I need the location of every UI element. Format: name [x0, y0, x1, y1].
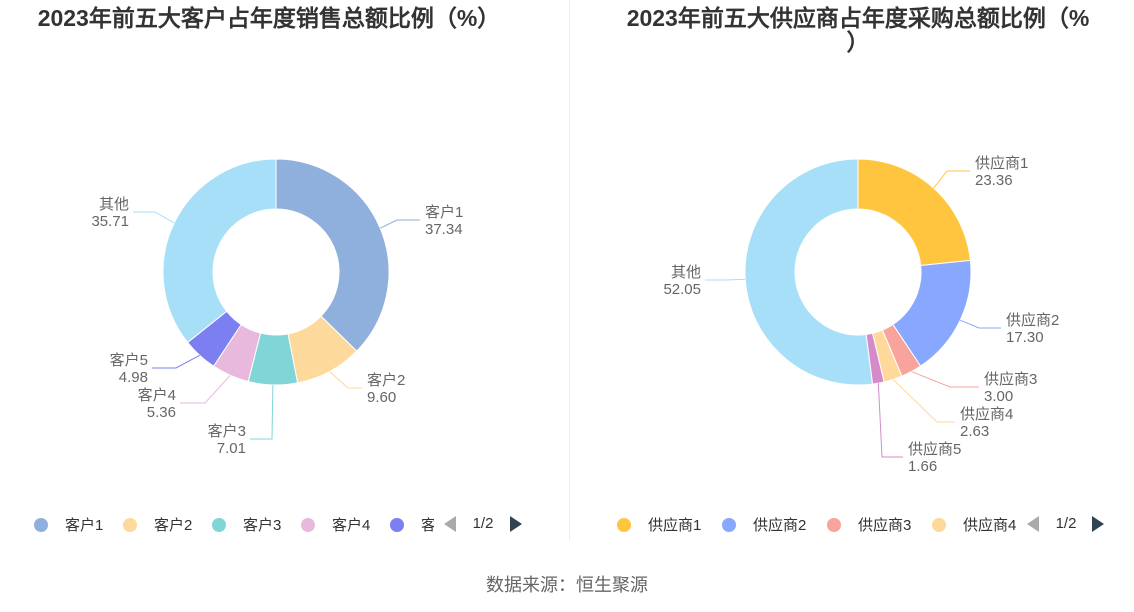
slice-label-name: 供应商2	[1006, 311, 1059, 329]
slice-label-name: 供应商1	[975, 154, 1028, 172]
slice-label-name: 客户2	[367, 372, 405, 389]
legend-item[interactable]: 供应商2	[722, 514, 827, 535]
slice-label-value: 23.36	[975, 172, 1013, 189]
slice-label: 供应商5 1.66	[908, 440, 961, 475]
slice-label: 客户5 4.98	[110, 352, 148, 386]
legend-item[interactable]: 客户3	[212, 514, 301, 535]
legend-label: 供应商2	[753, 517, 807, 534]
slice-label-value: 17.30	[1006, 329, 1044, 346]
slice-label: 其他 35.71	[91, 196, 129, 230]
slice-label-name: 客户3	[208, 423, 246, 440]
slice-leader-line	[152, 354, 200, 369]
slice-label: 供应商2 17.30	[1006, 311, 1059, 346]
legend-circle-icon	[34, 517, 48, 532]
chart-divider	[569, 0, 570, 540]
legend-item[interactable]: 客户2	[123, 514, 212, 535]
slice-label-value: 52.05	[663, 281, 701, 298]
legend-label: 客户2	[154, 517, 193, 534]
legend-suppliers: 供应商1 供应商2 供应商3 供应商4	[617, 514, 1017, 535]
legend-circle-icon	[123, 517, 137, 532]
donut-chart	[162, 158, 390, 386]
legend-item[interactable]: 供应商1	[617, 514, 722, 535]
slice-label-value: 5.36	[147, 404, 176, 421]
slice-label-value: 35.71	[91, 213, 129, 230]
slice-label: 供应商3 3.00	[984, 370, 1037, 405]
chart-title-suppliers: 2023年前五大供应商占年度采购总额比例（%）	[626, 5, 1090, 55]
slice-leader-line	[180, 374, 231, 404]
legend-item[interactable]: 客户5	[390, 514, 434, 535]
slice-label-name: 供应商3	[984, 370, 1037, 388]
slice-leader-line	[379, 219, 420, 229]
slice-label: 供应商4 2.63	[960, 405, 1013, 440]
legend-label: 供应商4	[963, 517, 1017, 534]
legend-circle-icon	[827, 517, 841, 532]
slice-label-name: 其他	[99, 196, 129, 213]
legend-circle-icon	[212, 517, 226, 532]
slice-label-value: 1.66	[908, 458, 937, 475]
legend-label: 供应商3	[858, 517, 912, 534]
slice-label: 客户2 9.60	[367, 372, 405, 406]
slice-label-name: 客户4	[138, 387, 176, 404]
legend-item[interactable]: 客户4	[301, 514, 390, 535]
legend-circle-icon	[301, 517, 315, 532]
legend-item[interactable]: 客户1	[34, 514, 123, 535]
slice-label-value: 4.98	[119, 369, 148, 386]
legend-circle-icon	[722, 517, 736, 532]
slice-leader-line	[960, 319, 1001, 329]
legend-page-indicator: 1/2	[472, 515, 494, 532]
slice-leader-line	[911, 371, 979, 388]
legend-next-page-button[interactable]	[510, 516, 522, 532]
legend-item[interactable]: 供应商4	[932, 514, 1017, 535]
slice-label-value: 9.60	[367, 389, 396, 406]
legend-circle-icon	[617, 517, 631, 532]
slice-label-value: 7.01	[217, 440, 246, 457]
legend-page-indicator: 1/2	[1055, 515, 1077, 532]
slice-label-name: 客户1	[425, 204, 463, 221]
legend-customers: 客户1 客户2 客户3 客户4 客户5	[34, 514, 434, 535]
slice-leader-line	[933, 170, 970, 189]
donut-slice[interactable]	[162, 158, 277, 344]
data-source-note: 数据来源：恒生聚源	[486, 575, 648, 595]
donut-slice[interactable]	[744, 158, 874, 386]
slice-label-name: 供应商4	[960, 405, 1013, 423]
donut-chart	[744, 158, 972, 386]
slice-label-name: 其他	[671, 264, 701, 281]
legend-prev-page-button[interactable]	[444, 516, 456, 532]
chart-title-customers: 2023年前五大客户占年度销售总额比例（%）	[37, 5, 501, 31]
slice-label-name: 客户5	[110, 352, 148, 369]
slice-label: 客户3 7.01	[208, 423, 246, 457]
legend-label: 供应商1	[648, 517, 702, 534]
donut-slice[interactable]	[275, 158, 390, 352]
slice-leader-line	[892, 379, 955, 423]
slice-leader-line	[250, 384, 274, 440]
slice-label: 供应商1 23.36	[975, 154, 1028, 189]
legend-item[interactable]: 供应商3	[827, 514, 932, 535]
legend-label: 客户3	[243, 517, 282, 534]
slice-label-value: 37.34	[425, 221, 463, 238]
legend-prev-page-button[interactable]	[1027, 516, 1039, 532]
slice-leader-line	[133, 211, 175, 224]
slice-label-name: 供应商5	[908, 440, 961, 458]
legend-next-page-button[interactable]	[1092, 516, 1104, 532]
slice-label: 客户4 5.36	[138, 387, 176, 421]
legend-label: 客户5	[421, 517, 434, 534]
legend-circle-icon	[932, 517, 946, 532]
slice-leader-line	[705, 278, 746, 281]
legend-label: 客户1	[65, 517, 104, 534]
slice-label-value: 3.00	[984, 388, 1013, 405]
slice-leader-line	[877, 383, 903, 458]
legend-label: 客户4	[332, 517, 371, 534]
slice-label: 客户1 37.34	[425, 204, 463, 238]
legend-circle-icon	[390, 517, 404, 532]
donut-slice[interactable]	[857, 158, 971, 267]
slice-label: 其他 52.05	[663, 264, 701, 298]
slice-label-value: 2.63	[960, 423, 989, 440]
slice-leader-line	[329, 371, 362, 389]
